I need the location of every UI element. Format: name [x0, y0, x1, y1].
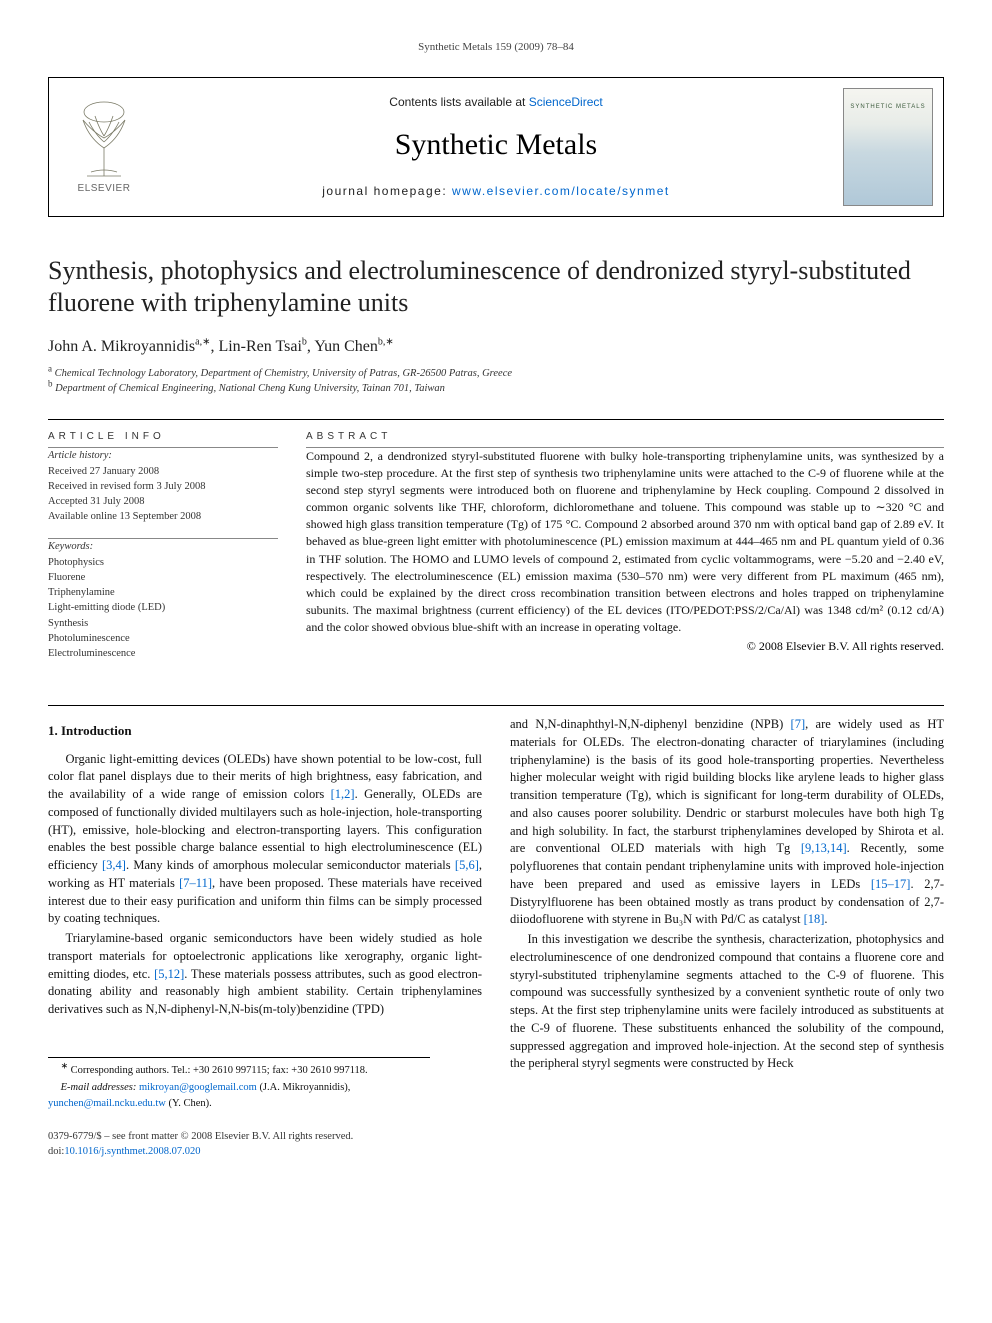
body-text: and N,N-dinaphthyl-N,N-diphenyl benzidin…	[510, 717, 791, 731]
article-info-column: ARTICLE INFO Article history: Received 2…	[48, 430, 278, 675]
keyword-item: Fluorene	[48, 570, 278, 585]
elsevier-tree-icon	[69, 98, 139, 178]
email-who: (Y. Chen).	[166, 1098, 212, 1109]
history-online: Available online 13 September 2008	[48, 509, 278, 524]
publisher-name: ELSEVIER	[78, 182, 131, 196]
journal-name: Synthetic Metals	[395, 125, 597, 166]
keyword-item: Triphenylamine	[48, 585, 278, 600]
author-email-link[interactable]: mikroyan@googlemail.com	[139, 1082, 257, 1093]
intro-paragraph-3: In this investigation we describe the sy…	[510, 931, 944, 1073]
keyword-item: Photoluminescence	[48, 631, 278, 646]
corresponding-author-footnote: ∗ Corresponding authors. Tel.: +30 2610 …	[48, 1057, 430, 1112]
email-who: (J.A. Mikroyannidis),	[257, 1082, 351, 1093]
front-matter-line: 0379-6779/$ – see front matter © 2008 El…	[48, 1130, 944, 1145]
history-received: Received 27 January 2008	[48, 464, 278, 479]
citation-link[interactable]: [15–17]	[871, 877, 911, 891]
history-accepted: Accepted 31 July 2008	[48, 494, 278, 509]
author-3: , Yun Chen	[307, 338, 378, 355]
citation-link[interactable]: [1,2]	[331, 787, 355, 801]
keyword-item: Photophysics	[48, 555, 278, 570]
masthead: ELSEVIER Contents lists available at Sci…	[48, 77, 944, 217]
copyright-line: © 2008 Elsevier B.V. All rights reserved…	[306, 638, 944, 654]
publisher-logo-block: ELSEVIER	[49, 78, 159, 216]
abstract-text: Compound 2, a dendronized styryl-substit…	[306, 448, 944, 635]
cover-label: SYNTHETIC METALS	[844, 103, 932, 111]
citation-link[interactable]: [7]	[791, 717, 806, 731]
article-title: Synthesis, photophysics and electrolumin…	[48, 255, 944, 320]
intro-paragraph-2: Triarylamine-based organic semiconductor…	[48, 930, 482, 1019]
author-2: , Lin-Ren Tsai	[210, 338, 301, 355]
keyword-item: Electroluminescence	[48, 646, 278, 661]
journal-cover-thumb: SYNTHETIC METALS	[843, 88, 933, 206]
history-head: Article history:	[48, 448, 278, 463]
running-head: Synthetic Metals 159 (2009) 78–84	[48, 40, 944, 55]
keyword-item: Light-emitting diode (LED)	[48, 600, 278, 615]
author-1-affil: a,∗	[195, 337, 210, 348]
email-label: E-mail addresses:	[61, 1082, 139, 1093]
citation-link[interactable]: [7–11]	[179, 876, 212, 890]
body-two-column: 1. Introduction Organic light-emitting d…	[48, 716, 944, 1112]
affiliations: a Chemical Technology Laboratory, Depart…	[48, 367, 944, 396]
citation-link[interactable]: [5,6]	[455, 858, 479, 872]
citation-link[interactable]: [9,13,14]	[801, 841, 847, 855]
authors: John A. Mikroyannidisa,∗, Lin-Ren Tsai b,…	[48, 336, 944, 358]
citation-link[interactable]: [18]	[804, 912, 825, 926]
divider	[48, 705, 944, 706]
citation-link[interactable]: [5,12]	[154, 967, 184, 981]
author-3-affil: b,∗	[378, 337, 394, 348]
article-history: Article history: Received 27 January 200…	[48, 448, 278, 524]
history-revised: Received in revised form 3 July 2008	[48, 479, 278, 494]
citation-link[interactable]: [3,4]	[102, 858, 126, 872]
doi-label: doi:	[48, 1146, 64, 1157]
body-text: .	[824, 912, 827, 926]
journal-homepage-link[interactable]: www.elsevier.com/locate/synmet	[452, 184, 670, 198]
journal-homepage-line: journal homepage: www.elsevier.com/locat…	[322, 183, 669, 199]
divider	[48, 419, 944, 420]
masthead-center: Contents lists available at ScienceDirec…	[159, 78, 833, 216]
intro-paragraph-1: Organic light-emitting devices (OLEDs) h…	[48, 751, 482, 929]
contents-prefix: Contents lists available at	[389, 95, 528, 109]
footer-meta: 0379-6779/$ – see front matter © 2008 El…	[48, 1130, 944, 1159]
keywords-block: Keywords: Photophysics Fluorene Tripheny…	[48, 539, 278, 661]
abstract-label: ABSTRACT	[306, 430, 944, 444]
doi-link[interactable]: 10.1016/j.synthmet.2008.07.020	[64, 1146, 200, 1157]
cover-thumb-block: SYNTHETIC METALS	[833, 78, 943, 216]
article-info-label: ARTICLE INFO	[48, 430, 278, 444]
intro-paragraph-2-cont: and N,N-dinaphthyl-N,N-diphenyl benzidin…	[510, 716, 944, 929]
contents-line: Contents lists available at ScienceDirec…	[389, 94, 602, 110]
footnote-star: ∗	[61, 1060, 68, 1070]
body-text: , are widely used as HT materials for OL…	[510, 717, 944, 855]
affil-a: Chemical Technology Laboratory, Departme…	[52, 368, 512, 379]
keyword-item: Synthesis	[48, 616, 278, 631]
footnote-text: Corresponding authors. Tel.: +30 2610 99…	[68, 1065, 368, 1076]
author-email-link[interactable]: yunchen@mail.ncku.edu.tw	[48, 1098, 166, 1109]
section-heading-introduction: 1. Introduction	[48, 722, 482, 740]
body-text: . Many kinds of amorphous molecular semi…	[126, 858, 455, 872]
keywords-head: Keywords:	[48, 539, 278, 554]
homepage-prefix: journal homepage:	[322, 184, 452, 198]
abstract-column: ABSTRACT Compound 2, a dendronized styry…	[306, 430, 944, 675]
affil-b: Department of Chemical Engineering, Nati…	[53, 383, 445, 394]
author-1: John A. Mikroyannidis	[48, 338, 195, 355]
sciencedirect-link[interactable]: ScienceDirect	[529, 95, 603, 109]
